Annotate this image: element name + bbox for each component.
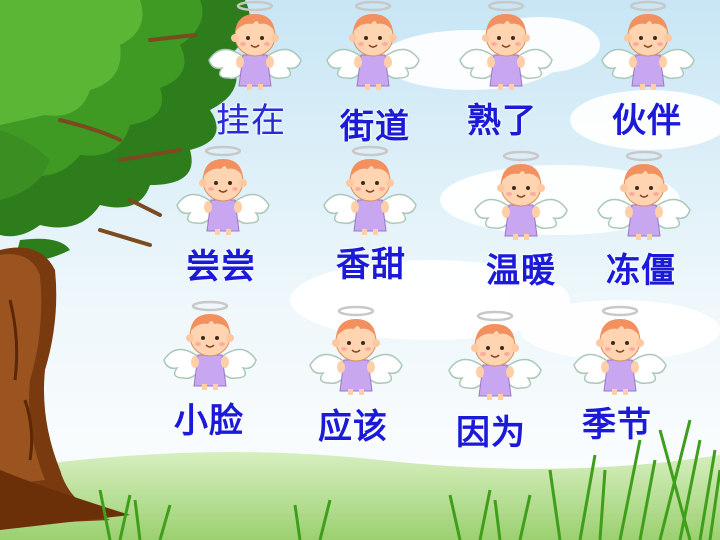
word-card[interactable]: 挂在 bbox=[216, 101, 286, 141]
word-card[interactable]: 季节 bbox=[582, 405, 652, 445]
word-card[interactable]: 熟了 bbox=[467, 101, 537, 141]
word-card[interactable]: 尝尝 bbox=[186, 247, 256, 287]
angel-icon bbox=[162, 300, 258, 390]
angel-icon bbox=[596, 150, 692, 240]
word-card[interactable]: 冻僵 bbox=[606, 251, 676, 291]
angel-icon bbox=[175, 145, 271, 235]
word-card[interactable]: 温暖 bbox=[486, 251, 556, 291]
angel-icon bbox=[308, 305, 404, 395]
word-card[interactable]: 因为 bbox=[456, 413, 526, 453]
angel-icon bbox=[322, 145, 418, 235]
word-card[interactable]: 香甜 bbox=[336, 245, 406, 285]
word-card[interactable]: 小脸 bbox=[174, 401, 244, 441]
angel-icon bbox=[325, 0, 421, 90]
angel-icon bbox=[572, 305, 668, 395]
word-card[interactable]: 街道 bbox=[340, 107, 410, 147]
grass bbox=[98, 419, 720, 540]
angel-icon bbox=[458, 0, 554, 90]
angel-icon bbox=[447, 310, 543, 400]
word-card[interactable]: 应该 bbox=[318, 407, 388, 447]
angel-icon bbox=[473, 150, 569, 240]
tree-foliage bbox=[0, 0, 250, 262]
tree-trunk bbox=[0, 247, 130, 530]
word-card[interactable]: 伙伴 bbox=[612, 101, 682, 141]
angel-icon bbox=[600, 0, 696, 90]
angel-icon bbox=[207, 0, 303, 90]
branches bbox=[58, 33, 197, 247]
